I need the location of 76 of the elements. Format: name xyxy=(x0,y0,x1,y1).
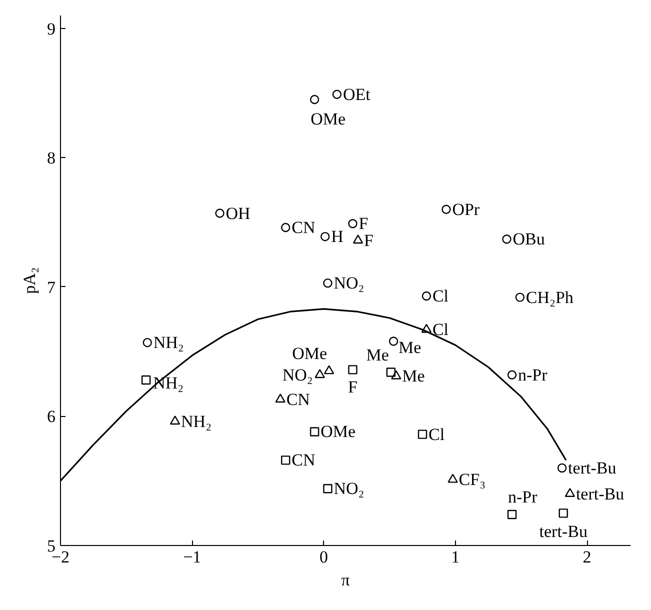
point xyxy=(141,375,151,385)
data-label: H xyxy=(331,227,344,246)
y-tick-label: 9 xyxy=(47,19,56,38)
data-label: F xyxy=(348,378,358,397)
point xyxy=(348,219,358,228)
point xyxy=(310,427,320,436)
data-label: NH₂ xyxy=(181,412,212,431)
data-label: Me xyxy=(402,366,425,386)
data-label: CN xyxy=(292,218,316,237)
data-label: CN xyxy=(292,450,316,470)
data-label: NH₂ xyxy=(153,333,184,352)
point xyxy=(515,292,525,302)
data-label: OH xyxy=(226,204,250,223)
point xyxy=(558,508,568,518)
point xyxy=(507,510,517,520)
point xyxy=(448,474,458,483)
point xyxy=(507,370,517,380)
point xyxy=(324,365,334,374)
point xyxy=(418,430,428,439)
point xyxy=(422,291,432,301)
x-axis-title: π xyxy=(341,570,350,590)
point xyxy=(442,204,451,214)
data-label: NO₂ xyxy=(282,365,313,384)
point xyxy=(314,369,325,378)
data-label: OPr xyxy=(452,200,480,219)
data-label: Cl xyxy=(432,286,449,306)
y-tick-label: 7 xyxy=(47,278,56,297)
point xyxy=(323,484,332,494)
point xyxy=(564,488,576,497)
data-label: CH₂Ph xyxy=(526,288,574,307)
data-label: F xyxy=(358,214,368,234)
data-label: F xyxy=(364,230,374,250)
y-tick-label: 5 xyxy=(47,536,56,556)
point xyxy=(386,368,396,377)
data-label: OMe xyxy=(310,110,346,129)
data-label: OMe xyxy=(292,344,328,363)
point xyxy=(142,338,152,348)
point xyxy=(502,234,512,244)
data-label: OMe xyxy=(320,422,356,442)
point xyxy=(281,456,290,465)
data-label: CN xyxy=(286,390,310,409)
point xyxy=(388,336,398,346)
point xyxy=(391,370,402,380)
x-tick-label: −1 xyxy=(183,548,202,566)
point xyxy=(421,324,432,333)
data-label: NO₂ xyxy=(334,479,364,498)
data-label: CF₃ xyxy=(458,470,486,490)
data-label: tert-Bu xyxy=(576,484,625,504)
data-label: Cl xyxy=(428,424,445,444)
x-tick-label: 1 xyxy=(451,548,460,566)
y-tick-label: 8 xyxy=(47,148,56,168)
point xyxy=(320,232,330,242)
data-label: Me xyxy=(398,338,422,357)
point xyxy=(281,222,290,232)
data-label: Me xyxy=(366,345,389,364)
point xyxy=(332,90,342,99)
point xyxy=(352,234,364,244)
data-label: tert-Bu xyxy=(539,522,588,542)
point xyxy=(310,94,320,104)
data-label: NO₂ xyxy=(334,274,364,293)
point xyxy=(170,416,180,425)
x-tick-label: 0 xyxy=(320,548,328,566)
point xyxy=(557,463,567,473)
data-label: tert-Bu xyxy=(568,458,617,478)
point xyxy=(323,278,332,288)
data-label: OBu xyxy=(512,230,546,249)
point xyxy=(348,365,358,374)
data-label: Cl xyxy=(432,320,449,340)
y-axis-title: pA₂ xyxy=(20,267,39,294)
data-label: n-Pr xyxy=(508,487,538,506)
point xyxy=(275,394,286,403)
data-label: n-Pr xyxy=(518,365,548,384)
x-tick-label: 2 xyxy=(582,548,592,566)
data-label: OEt xyxy=(342,84,371,104)
y-tick-label: 6 xyxy=(47,407,56,426)
point xyxy=(215,208,224,218)
